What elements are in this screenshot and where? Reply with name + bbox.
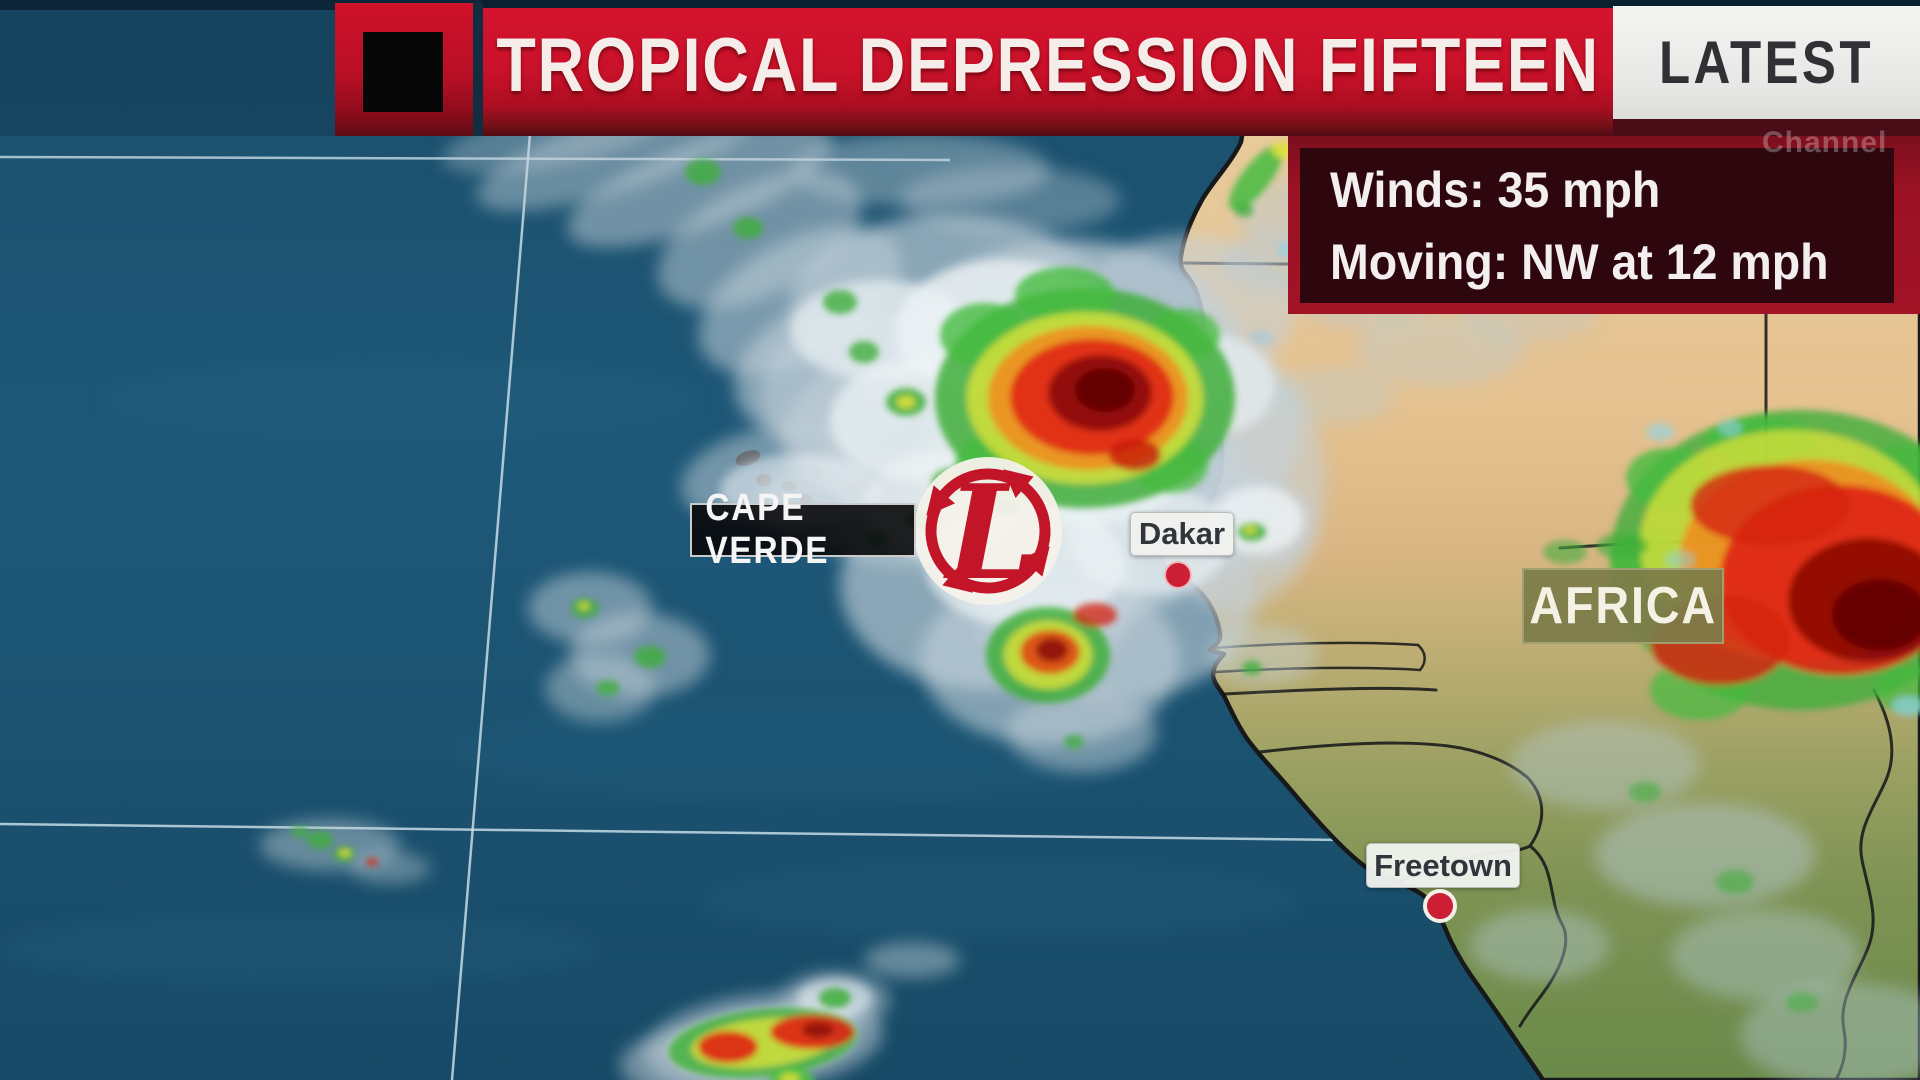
network-bug-square-icon <box>363 32 443 112</box>
freetown-label: Freetown <box>1366 843 1520 888</box>
storm-info-panel: Winds: 35 mph Moving: NW at 12 mph <box>1288 136 1920 314</box>
low-pressure-icon: L <box>914 456 1062 609</box>
top-navy-strip <box>0 0 1920 10</box>
movement-value: Moving: NW at 12 mph <box>1330 234 1829 290</box>
headline-banner: TROPICAL DEPRESSION FIFTEEN <box>483 8 1613 136</box>
latest-badge-text: LATEST <box>1659 29 1874 96</box>
banner-gap <box>473 3 483 136</box>
freetown-label-text: Freetown <box>1374 847 1512 883</box>
banner-left-box <box>335 3 473 136</box>
cape-verde-label: CAPE VERDE <box>690 487 916 572</box>
cape-verde-label-text: CAPE VERDE <box>705 487 830 572</box>
latest-badge: LATEST <box>1613 6 1920 119</box>
dakar-label: Dakar <box>1130 512 1234 556</box>
freetown-city-dot <box>1423 889 1457 923</box>
headline-title: TROPICAL DEPRESSION FIFTEEN <box>496 22 1600 108</box>
channel-watermark: Channel <box>1762 126 1888 159</box>
low-pressure-letter: L <box>942 456 1037 609</box>
africa-label: AFRICA <box>1522 568 1724 644</box>
africa-label-text: AFRICA <box>1529 577 1717 635</box>
dakar-label-text: Dakar <box>1138 516 1226 551</box>
storm-info-panel-inner: Winds: 35 mph Moving: NW at 12 mph <box>1300 148 1894 303</box>
banner-underline-strip <box>1613 119 1920 140</box>
dakar-city-dot <box>1164 561 1192 589</box>
winds-value: Winds: 35 mph <box>1330 162 1661 218</box>
